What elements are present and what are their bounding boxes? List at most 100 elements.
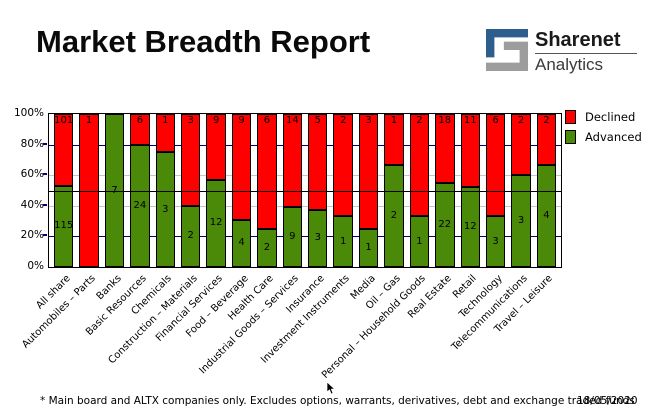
declined-value-label: 1 — [85, 115, 93, 126]
bar-segment-advanced — [333, 216, 353, 267]
bar-basic-resources: 6 24 — [130, 114, 150, 267]
advanced-value-label: 4 — [238, 237, 245, 249]
bar-real-estate: 18 22 — [435, 114, 455, 267]
bar-segment-declined — [54, 114, 74, 186]
y-axis-tick-label: 60% — [20, 168, 44, 181]
declined-value-label: 101 — [54, 115, 74, 126]
bar-segment-declined — [536, 114, 557, 165]
declined-value-label: 3 — [187, 115, 194, 126]
bar-retail: 11 12 — [460, 114, 480, 267]
declined-value-label: 9 — [212, 115, 220, 126]
chart-legend: Declined Advanced — [565, 110, 642, 150]
footnote-text: * Main board and ALTX companies only. Ex… — [40, 395, 635, 407]
logo-subtitle: Analytics — [535, 55, 604, 74]
bar-segment-declined — [308, 114, 328, 210]
gridline-60 — [49, 175, 561, 177]
sharenet-logo: Sharenet Analytics — [486, 29, 637, 74]
advanced-value-label: 1 — [365, 241, 372, 253]
bar-segment-advanced — [460, 187, 480, 267]
legend-item-declined: Declined — [565, 110, 642, 124]
chart-plot-area: 1011151762413329129462149532131122118221… — [48, 113, 562, 268]
bar-segment-declined — [257, 114, 277, 229]
bar-segment-advanced — [511, 175, 531, 267]
declined-value-label: 3 — [365, 115, 372, 126]
bar-segment-declined — [282, 114, 303, 208]
advanced-value-label: 4 — [543, 210, 550, 221]
y-axis-tick-label: 100% — [13, 107, 44, 119]
advanced-value-label: 2 — [390, 210, 398, 221]
bar-segment-advanced — [206, 179, 226, 267]
declined-value-label: 2 — [517, 115, 525, 126]
logo-divider — [535, 53, 637, 54]
bar-segment-advanced — [155, 152, 176, 267]
y-axis-tick-label: 40% — [20, 198, 44, 211]
legend-label: Declined — [585, 110, 636, 124]
bar-segment-declined — [460, 114, 480, 188]
y-axis-tick-mark — [43, 234, 47, 237]
sharenet-logo-icon — [486, 29, 528, 71]
declined-value-label: 9 — [238, 115, 245, 126]
bar-segment-advanced — [358, 228, 379, 267]
declined-value-label: 14 — [285, 115, 299, 126]
advanced-value-label: 1 — [416, 235, 423, 247]
bar-segment-declined — [358, 114, 379, 229]
declined-value-label: 6 — [263, 115, 271, 126]
advanced-value-label: 12 — [209, 217, 223, 229]
y-axis-tick-label: 20% — [20, 229, 44, 242]
bar-segment-advanced — [231, 219, 252, 267]
advanced-value-label: 2 — [187, 230, 194, 242]
bar-segment-advanced — [282, 207, 303, 267]
logo-wordmark: Sharenet Analytics — [535, 29, 637, 74]
bar-segment-declined — [181, 114, 201, 206]
y-axis-tick-mark — [43, 203, 47, 206]
gridline-80 — [49, 144, 561, 146]
bar-segment-declined — [435, 114, 455, 183]
bar-segment-advanced — [257, 228, 277, 267]
bar-segment-declined — [485, 114, 506, 216]
y-axis-tick-mark — [43, 142, 47, 145]
legend-swatch-declined — [565, 110, 576, 124]
declined-value-label: 5 — [314, 115, 321, 126]
advanced-value-label: 12 — [463, 221, 477, 233]
advanced-value-label: 3 — [517, 215, 525, 227]
declined-value-label: 6 — [492, 115, 499, 126]
bar-segment-declined — [130, 114, 150, 145]
legend-label: Advanced — [585, 130, 642, 144]
declined-value-label: 2 — [339, 115, 347, 126]
declined-value-label: 2 — [543, 115, 550, 126]
advanced-value-label: 3 — [492, 235, 499, 247]
bar-segment-advanced — [308, 209, 328, 267]
bar-segment-declined — [333, 114, 353, 216]
declined-value-label: 11 — [463, 115, 477, 126]
declined-value-label: 6 — [136, 115, 144, 126]
declined-value-label: 1 — [162, 115, 169, 126]
legend-swatch-advanced — [565, 130, 576, 144]
bar-segment-advanced — [435, 182, 455, 267]
report-date: 18/05/2020 — [577, 395, 638, 407]
advanced-value-label: 115 — [54, 220, 74, 232]
bar-segment-advanced — [130, 144, 150, 267]
advanced-value-label: 2 — [263, 241, 271, 253]
bar-segment-declined — [206, 114, 226, 180]
mouse-cursor-icon — [326, 381, 336, 395]
advanced-value-label: 3 — [314, 232, 321, 244]
declined-value-label: 1 — [390, 115, 398, 126]
bar-segment-advanced — [409, 216, 430, 267]
bar-segment-advanced — [485, 216, 506, 267]
advanced-value-label: 1 — [339, 235, 347, 247]
y-axis-tick-label: 80% — [20, 137, 44, 150]
bar-segment-declined — [155, 114, 176, 153]
y-axis-tick-label: 0% — [27, 260, 44, 272]
bar-segment-declined — [409, 114, 430, 216]
gridline-20 — [49, 236, 561, 238]
advanced-value-label: 3 — [162, 203, 169, 215]
bar-financial-services: 9 12 — [206, 114, 226, 267]
bar-segment-declined — [511, 114, 531, 176]
